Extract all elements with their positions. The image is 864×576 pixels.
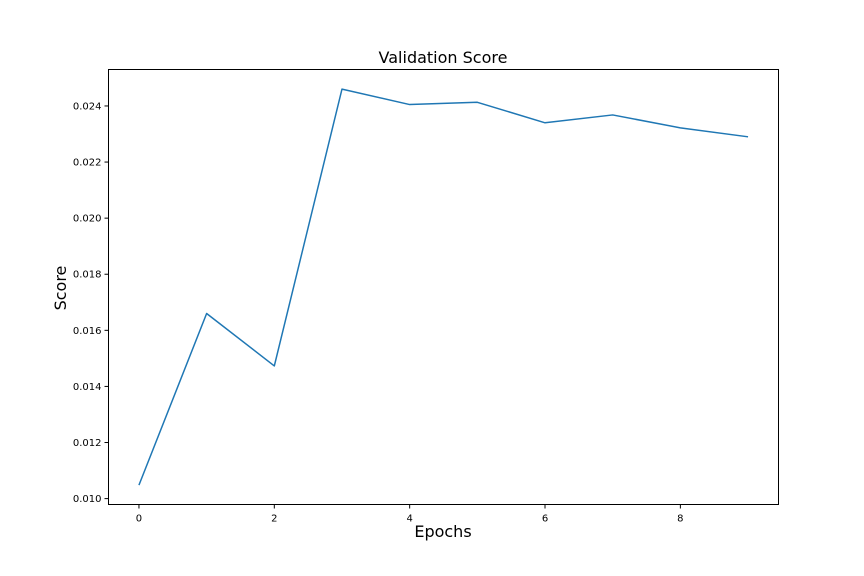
y-tick-label: 0.012 (73, 438, 102, 449)
plot-area: 0 2 4 6 8 0.010 0.012 0.014 0.016 0.018 0.020 0.02… (73, 69, 779, 525)
y-tick-label: 0.024 (73, 101, 102, 112)
y-tick-label: 0.010 (73, 494, 102, 505)
y-tick-label: 0.016 (73, 326, 102, 337)
y-axis-ticks: 0.010 0.012 0.014 0.016 0.018 0.020 0.022 0.024 (73, 101, 109, 505)
series-layer (138, 88, 749, 486)
y-axis-label: Score (51, 266, 70, 311)
series-line (138, 88, 749, 486)
y-tick-label: 0.020 (73, 214, 102, 225)
x-tick-label: 8 (677, 514, 683, 525)
x-axis-label: Epochs (414, 522, 471, 541)
x-axis-ticks: 0 2 4 6 8 (136, 504, 684, 525)
x-tick-label: 6 (542, 514, 548, 525)
y-tick-label: 0.022 (73, 158, 102, 169)
x-tick-label: 4 (406, 514, 412, 525)
plot-frame (108, 69, 779, 505)
x-tick-label: 0 (136, 514, 142, 525)
y-tick-label: 0.014 (73, 382, 102, 393)
x-tick-label: 2 (271, 514, 277, 525)
chart-title: Validation Score (379, 48, 508, 67)
y-tick-label: 0.018 (73, 270, 102, 281)
